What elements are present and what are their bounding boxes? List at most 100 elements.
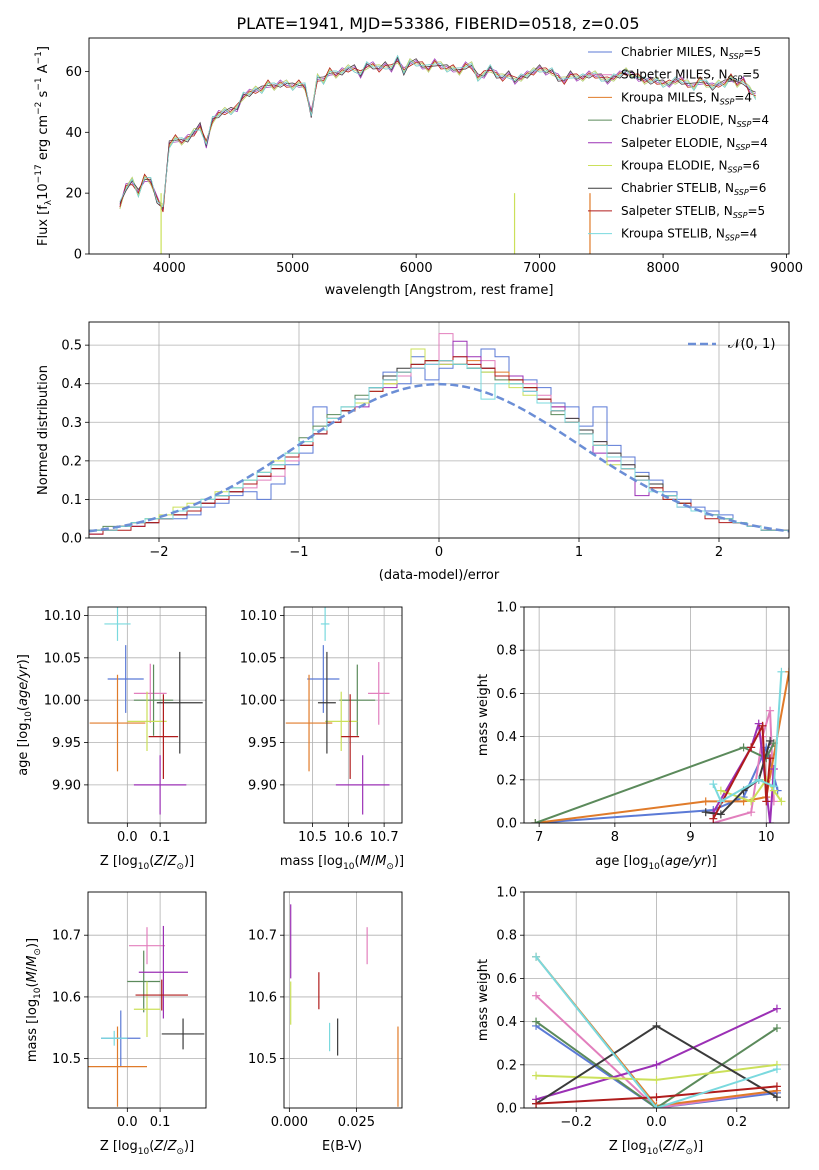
spectrum-series-line bbox=[119, 58, 756, 211]
ebv-mass-ytick-label: 10.5 bbox=[248, 1052, 277, 1067]
weight-age-plot-area bbox=[531, 667, 789, 823]
spectrum-xtick-label: 9000 bbox=[770, 261, 803, 276]
ebv-mass-ytick-label: 10.7 bbox=[248, 929, 277, 944]
weight-z-ytick-label: 0.4 bbox=[496, 1015, 517, 1030]
z-mass-ylabel: mass [log10(M/M⊙)] bbox=[25, 938, 43, 1062]
mass-age-plot-area bbox=[285, 607, 390, 815]
mass-age-panel: 10.5 10.6 10.7 9.90 9.95 10.00 10.05 10.10 mass … bbox=[240, 606, 404, 872]
mass-age-xtick-label: 10.7 bbox=[370, 830, 399, 845]
mass-age-xlabel: mass [log10(M/M⊙)] bbox=[280, 854, 404, 872]
spectrum-xtick-label: 6000 bbox=[400, 261, 433, 276]
weight-age-xlabel: age [log10(age/yr)] bbox=[595, 854, 717, 872]
weight-z-xtick-label: 0.0 bbox=[646, 1115, 667, 1130]
legend-label: Salpeter ELODIE, NSSP=4 bbox=[621, 136, 768, 152]
spectrum-xtick-label: 4000 bbox=[153, 261, 186, 276]
spectrum-ytick-label: 20 bbox=[65, 187, 82, 202]
residuals-xtick-label: −2 bbox=[149, 545, 168, 560]
z-mass-plot-area bbox=[88, 925, 205, 1107]
weight-series-line bbox=[535, 1020, 778, 1108]
legend-label: Salpeter MILES, NSSP=5 bbox=[621, 68, 760, 84]
residuals-ytick-label: 0.0 bbox=[61, 532, 82, 547]
weight-z-ytick-label: 0.8 bbox=[496, 929, 517, 944]
ebv-mass-xtick-label: 0.000 bbox=[271, 1115, 308, 1130]
z-mass-ytick-label: 10.7 bbox=[52, 929, 81, 944]
mass-age-ytick-label: 9.90 bbox=[248, 778, 277, 793]
residuals-panel: −2 −1 0 1 2 0.0 0.1 0.2 0.3 0.4 0.5 𝒩(0, 1) (data-mo… bbox=[36, 321, 790, 583]
spectrum-ytick-label: 40 bbox=[65, 126, 82, 141]
z-mass-xtick-label: 0.1 bbox=[150, 1115, 171, 1130]
legend-label: Kroupa STELIB, NSSP=4 bbox=[621, 227, 757, 243]
residuals-xtick-label: 1 bbox=[575, 545, 583, 560]
ebv-mass-ytick-label: 10.6 bbox=[248, 990, 277, 1005]
weight-age-xtick-label: 10 bbox=[758, 830, 775, 845]
weight-age-ytick-label: 0.4 bbox=[496, 730, 517, 745]
mass-age-frame bbox=[283, 606, 403, 824]
weight-z-ytick-label: 1.0 bbox=[496, 886, 517, 901]
z-mass-xtick-label: 0.0 bbox=[117, 1115, 138, 1130]
ebv-mass-xtick-label: 0.025 bbox=[338, 1115, 375, 1130]
panels: 4000 5000 6000 7000 8000 90000204060wavelengt… bbox=[16, 37, 803, 1157]
weight-z-panel: −0.2 0.0 0.2 0.0 0.2 0.4 0.6 0.8 1.0 mass weight Z… bbox=[476, 886, 790, 1157]
z-mass-ytick-label: 10.5 bbox=[52, 1052, 81, 1067]
weight-age-ytick-label: 0.0 bbox=[496, 817, 517, 832]
ebv-mass-plot-area bbox=[290, 904, 399, 1107]
residuals-ytick-label: 0.2 bbox=[61, 454, 82, 469]
residuals-xtick-label: 2 bbox=[715, 545, 723, 560]
weight-z-ytick-label: 0.0 bbox=[496, 1102, 517, 1117]
weight-series-line bbox=[535, 1025, 778, 1108]
z-age-ytick-label: 9.90 bbox=[52, 778, 81, 793]
spectrum-panel: 4000 5000 6000 7000 8000 9000 0 20 40 60 wavelengt… bbox=[34, 37, 803, 298]
z-mass-panel: 0.0 0.1 10.5 10.6 10.7 Z [log10(Z/Z⊙)] mass [l… bbox=[25, 891, 207, 1157]
legend-label: Chabrier MILES, NSSP=5 bbox=[621, 45, 761, 61]
residuals-plot-area bbox=[89, 333, 789, 538]
spectrum-series-line bbox=[119, 54, 756, 208]
mass-age-ytick-label: 10.10 bbox=[240, 609, 277, 624]
spectrum-series-line bbox=[119, 59, 756, 213]
z-age-plot-area bbox=[89, 607, 203, 815]
ebv-mass-xlabel: E(B-V) bbox=[322, 1139, 362, 1154]
z-age-ytick-label: 9.95 bbox=[52, 736, 81, 751]
mass-age-ytick-label: 10.00 bbox=[240, 694, 277, 709]
mass-age-xtick-label: 10.5 bbox=[298, 830, 327, 845]
legend-label: Kroupa MILES, NSSP=4 bbox=[621, 90, 752, 106]
legend-label: Salpeter STELIB, NSSP=5 bbox=[621, 204, 765, 220]
z-age-panel: 0.0 0.1 9.90 9.95 10.00 10.05 10.10 Z [log10(Z/… bbox=[16, 606, 207, 872]
weight-series-line bbox=[535, 956, 778, 1108]
z-mass-ytick-label: 10.6 bbox=[52, 990, 81, 1005]
mass-age-ytick-label: 10.05 bbox=[240, 651, 277, 666]
mass-age-ytick-label: 9.95 bbox=[248, 736, 277, 751]
residuals-xtick-label: 0 bbox=[435, 545, 443, 560]
z-age-ytick-label: 10.00 bbox=[44, 694, 81, 709]
ebv-mass-frame bbox=[283, 891, 403, 1109]
residuals-xlabel: (data-model)/error bbox=[379, 568, 500, 583]
weight-age-ytick-label: 0.6 bbox=[496, 687, 517, 702]
z-age-xtick-label: 0.1 bbox=[150, 830, 171, 845]
weight-age-frame bbox=[523, 606, 790, 824]
residuals-ylabel: Normed distribution bbox=[36, 365, 51, 495]
residuals-ytick-label: 0.1 bbox=[61, 493, 82, 508]
spectrum-ytick-label: 60 bbox=[65, 65, 82, 80]
weight-age-ytick-label: 1.0 bbox=[496, 601, 517, 616]
figure-title: PLATE=1941, MJD=53386, FIBERID=0518, z=0… bbox=[236, 14, 639, 33]
weight-z-xtick-label: 0.2 bbox=[726, 1115, 747, 1130]
residuals-ytick-label: 0.3 bbox=[61, 416, 82, 431]
spectrum-xtick-label: 5000 bbox=[276, 261, 309, 276]
weight-z-ytick-label: 0.6 bbox=[496, 972, 517, 987]
weight-z-xtick-label: −0.2 bbox=[560, 1115, 592, 1130]
normal-curve bbox=[89, 382, 789, 533]
spectrum-legend: Chabrier MILES, NSSP=5 Salpeter MILES, NS… bbox=[588, 45, 769, 243]
residuals-xtick-label: −1 bbox=[289, 545, 308, 560]
spectrum-xlabel: wavelength [Angstrom, rest frame] bbox=[325, 283, 554, 298]
z-age-xtick-label: 0.0 bbox=[117, 830, 138, 845]
spectrum-frame bbox=[88, 37, 790, 255]
weight-age-panel: 7 8 9 10 0.0 0.2 0.4 0.6 0.8 1.0 mass weight age [l… bbox=[476, 601, 790, 872]
weight-z-ytick-label: 0.2 bbox=[496, 1058, 517, 1073]
spectrum-ytick-label: 0 bbox=[74, 248, 82, 263]
z-age-ytick-label: 10.05 bbox=[44, 651, 81, 666]
z-age-xlabel: Z [log10(Z/Z⊙)] bbox=[100, 854, 194, 872]
z-mass-frame bbox=[87, 891, 207, 1109]
weight-z-plot-area bbox=[532, 952, 781, 1108]
weight-age-ylabel: mass weight bbox=[476, 674, 491, 756]
